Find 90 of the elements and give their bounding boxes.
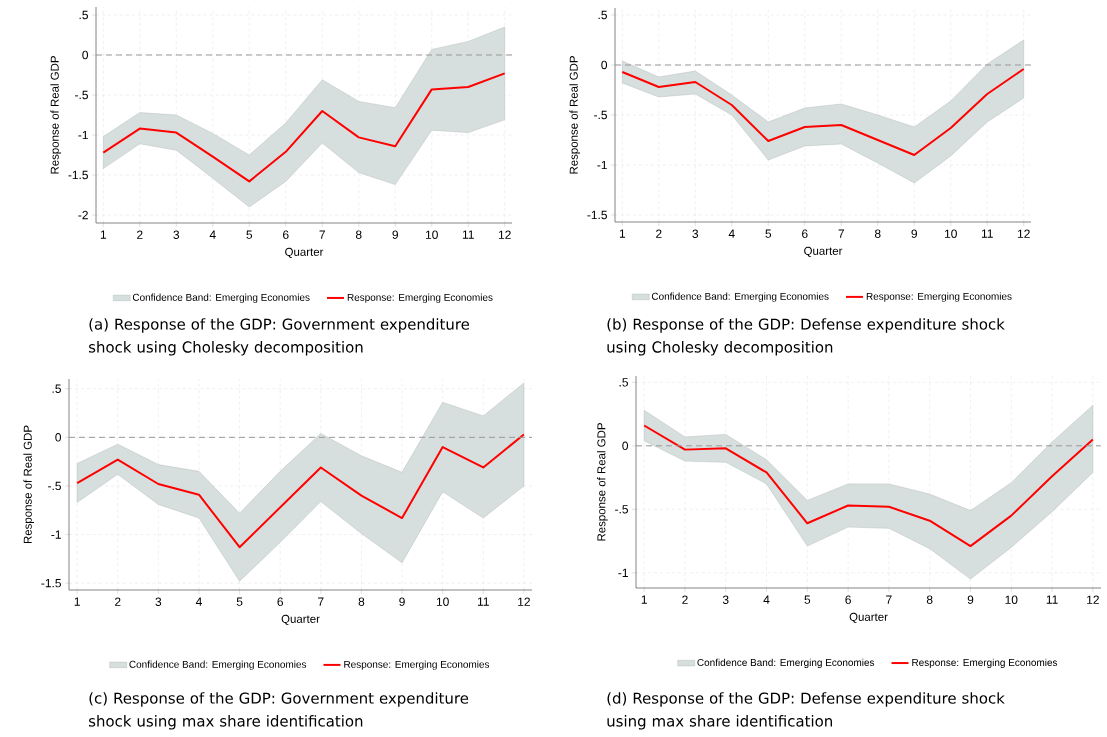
legend-label: Confidence Band: Emerging Economies [697, 658, 875, 668]
y-tick-label: -1 [51, 530, 61, 539]
y-axis-title: Response of Real GDP [569, 56, 581, 174]
y-axis-title: Response of Real GDP [23, 425, 35, 544]
legend-label: Confidence Band: Emerging Economies [132, 293, 310, 303]
x-tick-label: 3 [692, 229, 699, 238]
y-tick-label: -1 [597, 160, 607, 170]
x-tick-label: 4 [209, 230, 216, 239]
y-tick-label: .5 [79, 10, 88, 20]
x-tick-label: 1 [100, 230, 107, 239]
x-tick-label: 10 [425, 230, 438, 239]
legend-label: Response: Emerging Economies [866, 292, 1012, 302]
x-tick-label: 7 [886, 595, 892, 604]
x-tick-label: 10 [944, 229, 957, 238]
x-tick-label: 8 [355, 230, 362, 239]
x-tick-label: 5 [246, 230, 253, 239]
x-tick-label: 12 [518, 597, 530, 606]
x-tick-label: 4 [728, 229, 735, 238]
y-tick-label: 0 [55, 433, 62, 442]
line-series [643, 424, 1094, 548]
x-tick-label: 9 [911, 229, 917, 238]
line-series [102, 72, 506, 183]
x-axis-title: Quarter [285, 247, 324, 258]
x-tick-label: 8 [358, 597, 365, 606]
legend-label: Confidence Band: Emerging Economies [651, 292, 829, 302]
x-tick-label: 11 [462, 230, 474, 239]
y-tick-label: -1.5 [68, 170, 88, 180]
x-tick-label: 4 [195, 597, 202, 606]
y-tick-label: .5 [52, 384, 61, 393]
y-tick-label: -1.5 [587, 210, 607, 220]
y-tick-label: .5 [619, 378, 628, 387]
x-tick-label: 7 [319, 230, 325, 239]
x-tick-label: 2 [656, 229, 662, 238]
x-tick-label: 9 [967, 595, 974, 604]
y-tick-label: 0 [601, 60, 608, 70]
x-tick-label: 4 [763, 595, 770, 604]
x-axis-title: Quarter [849, 612, 888, 623]
x-tick-label: 5 [765, 229, 772, 238]
y-tick-label: 0 [622, 441, 629, 451]
x-tick-label: 8 [874, 229, 881, 238]
x-tick-label: 10 [1005, 595, 1018, 604]
y-tick-label: -1 [618, 568, 628, 577]
legend-label: Response: Emerging Economies [912, 658, 1058, 668]
y-tick-label: -.5 [75, 90, 88, 100]
x-tick-label: 2 [115, 597, 121, 606]
x-tick-label: 1 [619, 229, 626, 238]
legend-label: Response: Emerging Economies [347, 293, 493, 303]
x-tick-label: 11 [981, 229, 993, 238]
x-tick-label: 11 [477, 597, 489, 606]
x-tick-label: 6 [845, 595, 851, 604]
y-tick-label: -1 [78, 130, 88, 140]
x-tick-label: 1 [74, 597, 80, 606]
x-axis-title: Quarter [804, 246, 843, 257]
x-tick-label: 12 [1087, 595, 1099, 604]
x-tick-label: 1 [641, 595, 647, 604]
y-tick-label: -.5 [615, 505, 628, 514]
x-tick-label: 12 [1017, 229, 1030, 238]
legend-label: Response: Emerging Economies [344, 660, 490, 670]
y-tick-label: -2 [78, 210, 88, 220]
x-tick-label: 5 [804, 595, 811, 604]
x-tick-label: 2 [137, 230, 143, 239]
y-axis-title: Response of Real GDP [597, 423, 608, 541]
x-tick-label: 11 [1046, 595, 1058, 604]
legend-label: Confidence Band: Emerging Economies [129, 660, 307, 670]
x-tick-label: 7 [838, 229, 844, 238]
x-tick-label: 3 [173, 230, 180, 239]
y-tick-label: -.5 [594, 110, 607, 120]
x-tick-label: 5 [236, 597, 243, 606]
x-tick-label: 2 [682, 595, 688, 604]
y-tick-label: -.5 [48, 481, 61, 491]
text: (b) Response of the GDP: Defense expenditure shock using Cholesky decomposition [607, 318, 1005, 356]
y-tick-label: .5 [598, 10, 607, 20]
x-tick-label: 3 [155, 597, 162, 606]
x-tick-label: 6 [802, 229, 808, 238]
x-tick-label: 7 [318, 597, 324, 606]
y-axis-title: Response of Real GDP [50, 56, 62, 174]
x-tick-label: 9 [392, 230, 398, 239]
text: (c) Response of the GDP: Government expenditure shock using max share identification [89, 692, 469, 730]
x-tick-label: 6 [277, 597, 283, 606]
x-tick-label: 10 [436, 597, 449, 606]
x-tick-label: 9 [399, 597, 405, 606]
y-tick-label: -1.5 [41, 579, 61, 588]
y-tick-label: 0 [82, 50, 89, 60]
x-tick-label: 8 [926, 595, 933, 604]
text: (d) Response of the GDP: Defense expenditure shock using max share identification [607, 692, 1005, 730]
x-tick-label: 6 [283, 230, 289, 239]
x-tick-label: 3 [722, 595, 729, 604]
x-axis-title: Quarter [281, 614, 320, 625]
x-tick-label: 12 [498, 230, 511, 239]
text: (a) Response of the GDP: Government expenditure shock using Cholesky decomposition [89, 318, 470, 356]
